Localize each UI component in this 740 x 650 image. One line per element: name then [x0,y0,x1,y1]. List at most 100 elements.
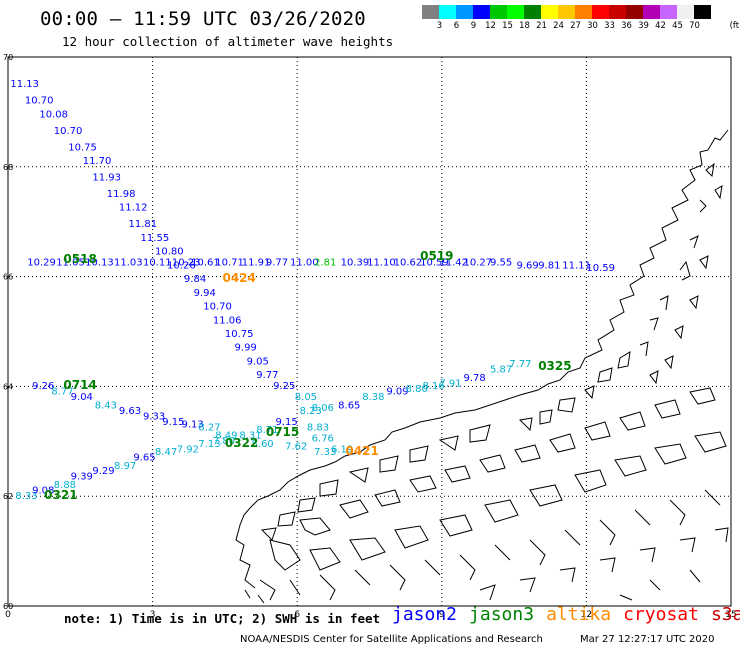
wave-height-value: 10.70 [25,96,54,107]
wave-height-value: 9.77 [256,370,278,381]
colorbar-swatch [677,5,694,19]
wave-height-value: 8.05 [295,392,317,403]
wave-height-value: 8.77 [51,387,73,398]
colorbar-tick-label: 45 [672,21,683,31]
wave-height-value: 7.91 [439,378,461,389]
generation-timestamp: Mar 27 12:27:17 UTC 2020 [580,634,715,645]
wave-height-value: 9.99 [235,343,257,354]
wave-height-value: 11.10 [367,258,396,269]
wave-height-value: 9.55 [490,258,512,269]
wave-height-value: 9.78 [463,373,485,384]
wave-height-value: 9.69 [517,260,539,271]
latitude-tick-label: 68 [3,163,13,172]
wave-height-value: 9.25 [273,381,295,392]
wave-height-value: 9.65 [133,453,155,464]
wave-height-value: 8.31 [239,431,261,442]
legend-item-jason3: jason3 [469,604,535,625]
map-frame [7,56,732,607]
page-title: 00:00 – 11:59 UTC 03/26/2020 [40,8,366,30]
wave-height-value: 9.94 [194,288,216,299]
wave-height-value: 8.23 [300,406,322,417]
wave-height-value: 10.11 [143,258,172,269]
wave-height-value: 7.13 [198,439,220,450]
wave-height-value: 10.70 [203,302,232,313]
wave-height-value: 8.43 [95,400,117,411]
colorbar-tick-label: 18 [519,21,530,31]
colorbar-tick-label: 12 [485,21,496,31]
wave-height-value: 11.11 [562,260,591,271]
colorbar-swatch [473,5,490,19]
colorbar-swatch [660,5,677,19]
wave-height-value: 9.13 [182,420,204,431]
pass-time-label: 0421 [345,444,378,458]
credit-line: NOAA/NESDIS Center for Satellite Applica… [240,634,543,645]
colorbar-tick-label: 21 [536,21,547,31]
longitude-tick-label: 0 [5,610,11,620]
wave-height-value: 11.06 [213,315,242,326]
wave-height-value: 10.27 [463,258,492,269]
colorbar-tick-label: 24 [553,21,564,31]
wave-height-value: 8.16 [423,381,445,392]
legend-item-cryosat: cryosat [623,604,699,625]
longitude-tick-label: 15 [725,610,736,620]
wave-height-observations: 11.13 10.70 10.08 10.70 10.75 11.70 11.93 11.98… [10,79,615,502]
colorbar-tick-label: 9 [470,21,477,31]
colorbar-swatch [456,5,473,19]
colorbar-tick-label: 39 [638,21,649,31]
longitude-tick-label: 6 [294,610,300,620]
colorbar-tick-label: 6 [453,21,460,31]
wave-height-value: 10.61 [191,258,220,269]
pass-time-label: 0715 [266,425,299,439]
legend-item-altika: altika [546,604,612,625]
wave-height-value: 9.63 [119,406,141,417]
wave-height-value: 8.71 [256,425,278,436]
wave-height-value: 9.29 [92,466,114,477]
wave-height-value: 8.65 [338,400,360,411]
wave-height-value: 9.05 [247,356,269,367]
page-subtitle: 12 hour collection of altimeter wave hei… [62,34,394,49]
latitude-tick-label: 60 [3,602,13,611]
wave-height-value: 2.81 [314,258,336,269]
wave-height-value: 10.75 [225,329,254,340]
wave-height-value: 10.59 [420,258,449,269]
graticule [8,57,731,606]
wave-height-value: 11.05 [56,258,85,269]
latitude-tick-label: 64 [3,382,13,391]
coastline [235,129,729,604]
pass-time-label: 0714 [63,378,96,392]
colorbar-swatch [592,5,609,19]
wave-height-value: 9.77 [266,258,288,269]
wave-height-value: 9.39 [71,472,93,483]
wave-height-value: 10.62 [394,258,423,269]
wave-height-value: 10.39 [341,258,370,269]
colorbar-swatch [507,5,524,19]
longitude-tick-label: 12 [581,610,592,620]
longitude-tick-label: 3 [150,610,156,620]
wave-height-value: 8.83 [307,422,329,433]
wave-height-value: 8.49 [215,431,237,442]
colorbar-tick-label: 15 [502,21,513,31]
wave-height-value: 11.91 [242,258,271,269]
pass-time-label: 0424 [222,271,255,285]
wave-height-value: 10.29 [27,258,56,269]
colorbar-swatch [541,5,558,19]
wave-height-value: 9.08 [32,485,54,496]
colorbar-unit: (ft) [729,21,740,31]
colorbar-tick-label: 3 [436,21,443,31]
wave-height-value: 10.23 [172,258,201,269]
latitude-tick-label: 62 [3,492,13,501]
wave-height-value: 9.15 [276,417,298,428]
wave-height-value: 7.92 [177,444,199,455]
wave-height-value: 10.59 [586,263,615,274]
wave-height-value: 8.06 [312,403,334,414]
colorbar-tick-label: 30 [587,21,598,31]
pass-time-label: 0519 [420,249,453,263]
colorbar-swatches [422,5,711,19]
wave-height-value: 9.84 [184,274,206,285]
wave-height-value: 5.87 [490,365,512,376]
pass-time-label: 0325 [538,359,571,373]
wave-height-value: 11.03 [114,258,143,269]
latitude-tick-label: 66 [3,273,13,282]
